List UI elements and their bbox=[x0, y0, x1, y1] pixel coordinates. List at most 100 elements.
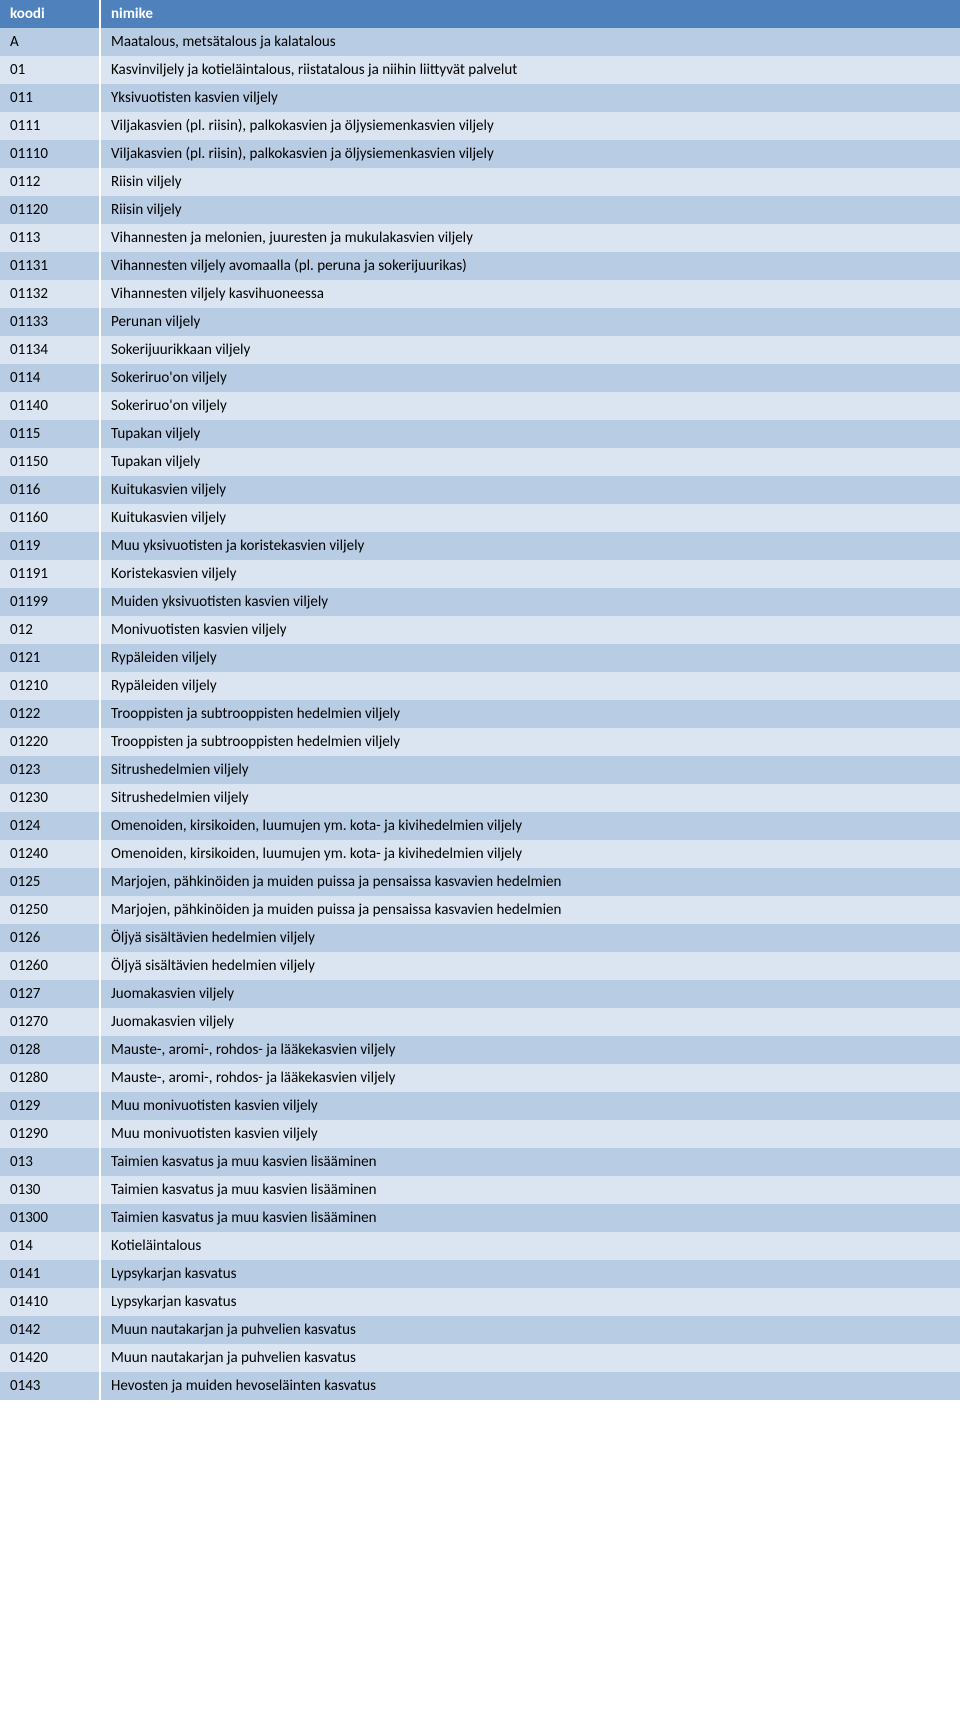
cell-koodi: 01110 bbox=[0, 140, 100, 168]
cell-koodi: 01210 bbox=[0, 672, 100, 700]
table-row: 0113Vihannesten ja melonien, juuresten j… bbox=[0, 224, 960, 252]
classification-table: koodinimike AMaatalous, metsätalous ja k… bbox=[0, 0, 960, 1400]
cell-koodi: 0111 bbox=[0, 112, 100, 140]
cell-koodi: 01199 bbox=[0, 588, 100, 616]
cell-koodi: 01132 bbox=[0, 280, 100, 308]
cell-koodi: 01300 bbox=[0, 1204, 100, 1232]
table-row: 01280Mauste-, aromi-, rohdos- ja lääkeka… bbox=[0, 1064, 960, 1092]
table-row: AMaatalous, metsätalous ja kalatalous bbox=[0, 28, 960, 56]
cell-koodi: 0113 bbox=[0, 224, 100, 252]
table-row: 01160Kuitukasvien viljely bbox=[0, 504, 960, 532]
cell-nimike: Maatalous, metsätalous ja kalatalous bbox=[100, 28, 960, 56]
cell-koodi: 0141 bbox=[0, 1260, 100, 1288]
cell-nimike: Taimien kasvatus ja muu kasvien lisäämin… bbox=[100, 1148, 960, 1176]
cell-koodi: 01220 bbox=[0, 728, 100, 756]
cell-nimike: Kuitukasvien viljely bbox=[100, 504, 960, 532]
table-row: 01410Lypsykarjan kasvatus bbox=[0, 1288, 960, 1316]
column-header-koodi: koodi bbox=[0, 0, 100, 28]
cell-koodi: 01280 bbox=[0, 1064, 100, 1092]
cell-nimike: Lypsykarjan kasvatus bbox=[100, 1288, 960, 1316]
cell-nimike: Riisin viljely bbox=[100, 168, 960, 196]
table-row: 0114Sokeriruo'on viljely bbox=[0, 364, 960, 392]
cell-koodi: 0112 bbox=[0, 168, 100, 196]
cell-koodi: 01 bbox=[0, 56, 100, 84]
table-row: 01199Muiden yksivuotisten kasvien viljel… bbox=[0, 588, 960, 616]
cell-nimike: Taimien kasvatus ja muu kasvien lisäämin… bbox=[100, 1176, 960, 1204]
cell-nimike: Monivuotisten kasvien viljely bbox=[100, 616, 960, 644]
cell-nimike: Viljakasvien (pl. riisin), palkokasvien … bbox=[100, 140, 960, 168]
table-row: 01133Perunan viljely bbox=[0, 308, 960, 336]
cell-koodi: 013 bbox=[0, 1148, 100, 1176]
cell-nimike: Muu monivuotisten kasvien viljely bbox=[100, 1120, 960, 1148]
cell-koodi: 01420 bbox=[0, 1344, 100, 1372]
cell-nimike: Muun nautakarjan ja puhvelien kasvatus bbox=[100, 1344, 960, 1372]
table-row: 0116Kuitukasvien viljely bbox=[0, 476, 960, 504]
cell-nimike: Rypäleiden viljely bbox=[100, 644, 960, 672]
cell-nimike: Öljyä sisältävien hedelmien viljely bbox=[100, 924, 960, 952]
cell-nimike: Perunan viljely bbox=[100, 308, 960, 336]
cell-nimike: Sitrushedelmien viljely bbox=[100, 784, 960, 812]
cell-koodi: 01131 bbox=[0, 252, 100, 280]
table-row: 0122Trooppisten ja subtrooppisten hedelm… bbox=[0, 700, 960, 728]
cell-koodi: 0142 bbox=[0, 1316, 100, 1344]
cell-koodi: 0125 bbox=[0, 868, 100, 896]
cell-nimike: Lypsykarjan kasvatus bbox=[100, 1260, 960, 1288]
table-row: 0125Marjojen, pähkinöiden ja muiden puis… bbox=[0, 868, 960, 896]
table-row: 0143Hevosten ja muiden hevoseläinten kas… bbox=[0, 1372, 960, 1400]
cell-koodi: 01410 bbox=[0, 1288, 100, 1316]
cell-nimike: Muiden yksivuotisten kasvien viljely bbox=[100, 588, 960, 616]
cell-koodi: 01290 bbox=[0, 1120, 100, 1148]
table-row: 01Kasvinviljely ja kotieläintalous, riis… bbox=[0, 56, 960, 84]
table-row: 01220Trooppisten ja subtrooppisten hedel… bbox=[0, 728, 960, 756]
cell-koodi: 01133 bbox=[0, 308, 100, 336]
cell-koodi: 0130 bbox=[0, 1176, 100, 1204]
cell-koodi: 014 bbox=[0, 1232, 100, 1260]
table-row: 01110Viljakasvien (pl. riisin), palkokas… bbox=[0, 140, 960, 168]
table-row: 0127Juomakasvien viljely bbox=[0, 980, 960, 1008]
cell-koodi: 01140 bbox=[0, 392, 100, 420]
cell-nimike: Trooppisten ja subtrooppisten hedelmien … bbox=[100, 728, 960, 756]
table-row: 0123Sitrushedelmien viljely bbox=[0, 756, 960, 784]
table-row: 0128Mauste-, aromi-, rohdos- ja lääkekas… bbox=[0, 1036, 960, 1064]
cell-nimike: Vihannesten ja melonien, juuresten ja mu… bbox=[100, 224, 960, 252]
cell-koodi: A bbox=[0, 28, 100, 56]
table-row: 01250Marjojen, pähkinöiden ja muiden pui… bbox=[0, 896, 960, 924]
cell-koodi: 0123 bbox=[0, 756, 100, 784]
cell-nimike: Sitrushedelmien viljely bbox=[100, 756, 960, 784]
cell-koodi: 01260 bbox=[0, 952, 100, 980]
table-row: 0126Öljyä sisältävien hedelmien viljely bbox=[0, 924, 960, 952]
table-row: 01140Sokeriruo'on viljely bbox=[0, 392, 960, 420]
cell-nimike: Vihannesten viljely avomaalla (pl. perun… bbox=[100, 252, 960, 280]
cell-koodi: 0126 bbox=[0, 924, 100, 952]
table-row: 012Monivuotisten kasvien viljely bbox=[0, 616, 960, 644]
cell-nimike: Yksivuotisten kasvien viljely bbox=[100, 84, 960, 112]
cell-koodi: 01191 bbox=[0, 560, 100, 588]
cell-nimike: Sokeriruo'on viljely bbox=[100, 392, 960, 420]
table-row: 01131Vihannesten viljely avomaalla (pl. … bbox=[0, 252, 960, 280]
table-body: AMaatalous, metsätalous ja kalatalous01K… bbox=[0, 28, 960, 1400]
cell-nimike: Omenoiden, kirsikoiden, luumujen ym. kot… bbox=[100, 812, 960, 840]
cell-koodi: 01160 bbox=[0, 504, 100, 532]
table-row: 0124Omenoiden, kirsikoiden, luumujen ym.… bbox=[0, 812, 960, 840]
cell-nimike: Tupakan viljely bbox=[100, 420, 960, 448]
cell-nimike: Tupakan viljely bbox=[100, 448, 960, 476]
table-header: koodinimike bbox=[0, 0, 960, 28]
table-row: 01132Vihannesten viljely kasvihuoneessa bbox=[0, 280, 960, 308]
cell-koodi: 0128 bbox=[0, 1036, 100, 1064]
table-row: 01150Tupakan viljely bbox=[0, 448, 960, 476]
table-row: 01300Taimien kasvatus ja muu kasvien lis… bbox=[0, 1204, 960, 1232]
cell-koodi: 01250 bbox=[0, 896, 100, 924]
table-row: 0115Tupakan viljely bbox=[0, 420, 960, 448]
cell-nimike: Juomakasvien viljely bbox=[100, 980, 960, 1008]
cell-nimike: Marjojen, pähkinöiden ja muiden puissa j… bbox=[100, 868, 960, 896]
cell-koodi: 01150 bbox=[0, 448, 100, 476]
cell-nimike: Taimien kasvatus ja muu kasvien lisäämin… bbox=[100, 1204, 960, 1232]
table-row: 01270Juomakasvien viljely bbox=[0, 1008, 960, 1036]
table-row: 013Taimien kasvatus ja muu kasvien lisää… bbox=[0, 1148, 960, 1176]
cell-koodi: 01120 bbox=[0, 196, 100, 224]
cell-koodi: 0115 bbox=[0, 420, 100, 448]
table-row: 0142Muun nautakarjan ja puhvelien kasvat… bbox=[0, 1316, 960, 1344]
cell-nimike: Juomakasvien viljely bbox=[100, 1008, 960, 1036]
cell-koodi: 0116 bbox=[0, 476, 100, 504]
cell-koodi: 0114 bbox=[0, 364, 100, 392]
